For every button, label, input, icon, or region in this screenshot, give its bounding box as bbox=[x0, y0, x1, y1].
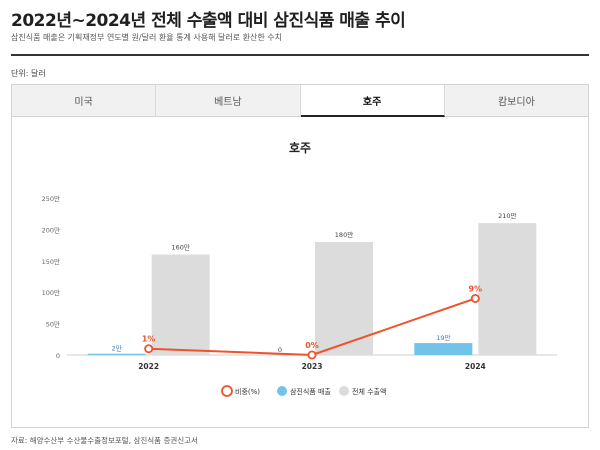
bar-sales-label-2023: 0 bbox=[278, 346, 282, 354]
ratio-point-2023 bbox=[307, 350, 317, 360]
bar-sales-2022 bbox=[87, 353, 146, 355]
page-subtitle: 삼진식품 매출은 기획재정부 연도별 원/달러 환율 통계 사용해 달러로 환산… bbox=[11, 33, 283, 42]
x-tick-label-2023: 2023 bbox=[302, 362, 323, 371]
source-note: 자료: 해양수산부 수산물수출정보포털, 삼진식품 증권신고서 bbox=[11, 436, 198, 445]
chart-panel: 미국 베트남 호주 캄보디아 호주 0 50만 100만 150만 200만 250만 160… bbox=[11, 84, 589, 428]
ratio-label-2024: 9% bbox=[469, 284, 483, 293]
tab-vietnam[interactable]: 베트남 bbox=[156, 85, 301, 117]
x-tick-label-2024: 2024 bbox=[465, 362, 486, 371]
tab-cambodia[interactable]: 캄보디아 bbox=[444, 85, 588, 117]
y-tick-label: 0 bbox=[56, 352, 60, 360]
legend-total-marker bbox=[339, 386, 349, 396]
ratio-point-2024 bbox=[470, 293, 480, 303]
unit-label: 단위: 달러 bbox=[11, 69, 46, 78]
ratio-label-2023: 0% bbox=[305, 341, 319, 350]
chart: 호주 0 50만 100만 150만 200만 250만 160만 2만 2022 180만 0 202… bbox=[42, 141, 557, 397]
legend-total-label: 전체 수출액 bbox=[352, 387, 386, 396]
ratio-label-2022: 1% bbox=[142, 335, 156, 344]
legend-ratio-label: 비중(%) bbox=[235, 387, 260, 396]
legend-sales-label: 삼진식품 매출 bbox=[290, 387, 331, 396]
bar-total-label-2024: 210만 bbox=[498, 211, 516, 220]
ratio-point-2022 bbox=[144, 344, 154, 354]
y-tick-label: 50만 bbox=[46, 320, 60, 329]
page-title: 2022년~2024년 전체 수출액 대비 삼진식품 매출 추이 bbox=[11, 11, 406, 31]
tab-australia[interactable]: 호주 bbox=[300, 85, 445, 117]
bar-sales-label-2022: 2만 bbox=[112, 344, 122, 353]
chart-title: 호주 bbox=[289, 141, 311, 155]
title-divider bbox=[11, 54, 589, 56]
x-tick-label-2022: 2022 bbox=[138, 362, 159, 371]
tab-usa[interactable]: 미국 bbox=[12, 85, 157, 117]
y-tick-label: 100만 bbox=[42, 288, 60, 297]
y-tick-label: 150만 bbox=[42, 257, 60, 266]
y-tick-label: 250만 bbox=[42, 194, 60, 203]
legend-sales-marker bbox=[277, 386, 287, 396]
bar-total-label-2022: 160만 bbox=[171, 243, 189, 252]
legend-ratio-marker bbox=[221, 385, 233, 397]
bar-total-label-2023: 180만 bbox=[335, 230, 353, 239]
bar-total-2024 bbox=[478, 223, 537, 355]
y-tick-label: 200만 bbox=[42, 225, 60, 234]
country-tabs: 미국 베트남 호주 캄보디아 bbox=[12, 85, 588, 117]
bar-total-2023 bbox=[315, 241, 373, 355]
bar-sales-label-2024: 19만 bbox=[436, 333, 450, 342]
bar-sales-2024 bbox=[414, 343, 473, 355]
bar-total-2022 bbox=[151, 254, 210, 355]
